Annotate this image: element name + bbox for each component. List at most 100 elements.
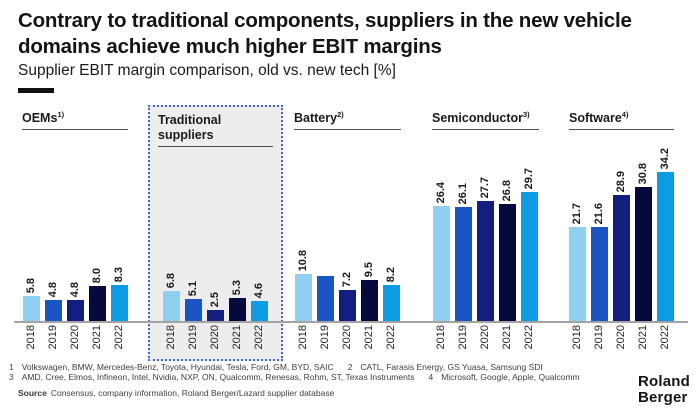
year-label: 2020: [615, 325, 627, 350]
year-labels-row: 2018 2019 2020 2021 2022: [428, 325, 543, 349]
bar-cell: 10.8: [295, 250, 312, 321]
bar-software-2019: [591, 227, 608, 321]
bar-traditional-suppliers-2020: [207, 310, 224, 321]
bars-row: 10.8 7.2 9.5 8.2: [290, 250, 405, 321]
year-label: 2019: [593, 325, 605, 350]
bar-cell: 8.2: [383, 267, 400, 321]
bar-value-label: 26.8: [501, 179, 513, 201]
bar-traditional-suppliers-2019: [185, 299, 202, 321]
year-labels-row: 2018 2019 2020 2021 2022: [565, 325, 678, 349]
year-label: 2020: [68, 325, 81, 350]
bar-value-label: 2.5: [209, 291, 221, 307]
bar-cell: 7.2: [339, 272, 356, 321]
year-label: 2021: [90, 325, 103, 350]
bar-software-2018: [569, 227, 586, 321]
chart-group-oems: OEMs1) 5.8 4.8 4.8 8.0 8.3 2018 2019 2020 2021 202…: [18, 105, 132, 361]
footnote-text: Volkswagen, BMW, Mercedes-Benz, Toyota, …: [21, 362, 334, 372]
group-label: Software: [569, 111, 622, 125]
bar-value-label: 8.3: [112, 266, 125, 282]
title-line-2: domains achieve much higher EBIT margins: [18, 35, 442, 58]
bar-cell: 26.4: [433, 182, 450, 321]
chart-group-software: Software4) 21.7 21.6 28.9 30.8 34.2 2018 2019 20…: [565, 105, 678, 361]
bar-battery-2020: [339, 290, 356, 321]
roland-berger-logo: Roland Berger: [638, 374, 690, 405]
footnote-row-2: 3 AMD, Cree, Elmos, Infineon, Intel, Nvi…: [9, 372, 580, 382]
bar-value-label: 21.7: [571, 202, 583, 224]
bar-traditional-suppliers-2022: [251, 301, 268, 321]
group-header: Software4): [569, 111, 674, 130]
bar-cell: 5.3: [229, 280, 246, 321]
page-subtitle: Supplier EBIT margin comparison, old vs.…: [18, 62, 396, 79]
bar-value-label: 21.6: [593, 202, 605, 224]
bar-cell: 29.7: [521, 168, 538, 321]
bar-software-2021: [635, 187, 652, 321]
bar-value-label: 28.9: [615, 170, 627, 192]
bar-cell: 28.9: [613, 171, 630, 321]
group-footnote-ref: 2): [337, 109, 344, 119]
bar-oems-2020: [66, 300, 84, 321]
bar-semiconductor-2021: [499, 204, 516, 321]
footnote-number: 4: [428, 372, 434, 382]
group-label: OEMs: [22, 111, 58, 125]
bar-value-label: 10.8: [297, 249, 309, 271]
year-label: 2020: [209, 325, 221, 350]
bar-cell: 26.1: [455, 183, 472, 321]
bar-value-label: 4.8: [68, 281, 81, 297]
bar-software-2022: [657, 172, 674, 321]
bar-semiconductor-2022: [521, 192, 538, 321]
source-label: Source: [18, 388, 47, 398]
bars-row: 5.8 4.8 4.8 8.0 8.3: [18, 267, 132, 321]
bar-cell: 4.8: [44, 281, 62, 321]
bar-cell: 4.8: [66, 281, 84, 321]
group-header: Semiconductor3): [432, 111, 539, 130]
year-label: 2019: [187, 325, 199, 350]
bar-cell: 5.8: [22, 278, 40, 321]
year-labels-row: 2018 2019 2020 2021 2022: [18, 325, 132, 349]
source-text: Consensus, company information, Roland B…: [50, 388, 335, 398]
chart-baseline: [14, 321, 688, 323]
bar-cell: 6.8: [163, 273, 180, 321]
bar-value-label: 5.3: [231, 279, 243, 295]
bar-value-label: 34.2: [659, 147, 671, 169]
group-footnote-ref: 3): [523, 109, 530, 119]
footnote-number: 3: [9, 372, 14, 382]
bar-software-2020: [613, 195, 630, 321]
year-label: 2018: [435, 325, 447, 350]
group-footnote-ref: 1): [57, 109, 65, 119]
bar-cell: 26.8: [499, 180, 516, 321]
bar-oems-2022: [110, 285, 128, 321]
group-label: Semiconductor: [432, 111, 523, 125]
bar-cell: 8.3: [110, 266, 128, 321]
year-label: 2019: [319, 325, 331, 350]
bar-traditional-suppliers-2021: [229, 298, 246, 321]
bar-value-label: 4.8: [46, 281, 59, 297]
footnote-4: 4 Microsoft, Google, Apple, Qualcomm: [428, 372, 579, 382]
bar-value-label: 6.8: [165, 272, 177, 288]
bar-value-label: 26.4: [435, 181, 447, 203]
group-footnote-ref: 4): [621, 109, 629, 119]
bar-chart: OEMs1) 5.8 4.8 4.8 8.0 8.3 2018 2019 2020 2021 202…: [0, 105, 700, 365]
bar-cell: 21.6: [591, 203, 608, 321]
bar-value-label: 5.1: [187, 280, 199, 296]
footnote-2: 2 CATL, Farasis Energy, GS Yuasa, Samsun…: [348, 362, 543, 372]
bar-value-label: 30.8: [637, 162, 649, 184]
year-labels-row: 2018 2019 2020 2021 2022: [150, 325, 281, 349]
bar-value-label: 8.0: [90, 267, 103, 283]
bar-battery-2018: [295, 274, 312, 321]
logo-line-1: Roland: [637, 373, 690, 390]
year-label: 2022: [659, 325, 671, 350]
year-label: 2021: [363, 325, 375, 350]
bars-row: 26.4 26.1 27.7 26.8 29.7: [428, 168, 543, 321]
bar-cell: 27.7: [477, 177, 494, 321]
bar-battery-2021: [361, 280, 378, 321]
source-line: Source Consensus, company information, Ro…: [18, 388, 334, 398]
footnote-text: Microsoft, Google, Apple, Qualcomm: [441, 372, 580, 382]
group-label: Traditional suppliers: [158, 113, 222, 142]
group-label: Battery: [294, 111, 338, 125]
bar-cell: [317, 273, 334, 321]
bar-cell: 30.8: [635, 163, 652, 321]
year-label: 2018: [297, 325, 309, 350]
title-line-1: Contrary to traditional components, supp…: [18, 9, 632, 32]
bar-oems-2018: [22, 296, 40, 321]
bar-value-label: 4.6: [253, 282, 265, 298]
